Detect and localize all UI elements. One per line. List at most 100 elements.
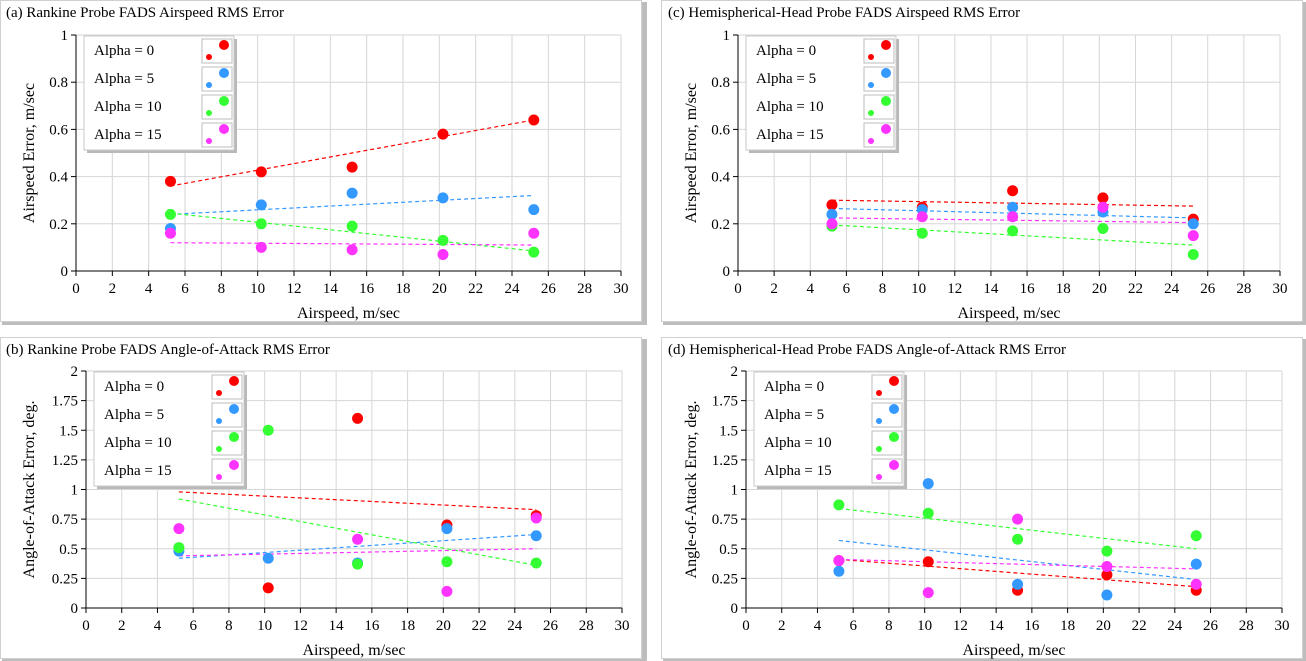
- data-point-series-1: [826, 208, 838, 220]
- legend-marker-large: [889, 376, 899, 386]
- x-tick-label: 4: [807, 281, 815, 297]
- x-tick-label: 16: [1020, 281, 1036, 297]
- data-point-series-2: [528, 246, 540, 258]
- data-point-series-1: [262, 552, 274, 564]
- x-tick-label: 0: [742, 618, 750, 634]
- y-axis-label: Airspeed Error, m/sec: [683, 83, 700, 223]
- x-tick-label: 16: [364, 618, 380, 634]
- y-tick-label: 0.8: [711, 75, 730, 91]
- y-tick-label: 1: [731, 483, 739, 499]
- x-tick-label: 4: [154, 618, 162, 634]
- panel-shadow-right: [1302, 2, 1306, 324]
- data-point-series-3: [916, 211, 928, 223]
- legend: Alpha = 0 Alpha = 5 Alpha = 10 Alpha = 15: [745, 35, 899, 153]
- legend-marker-large: [219, 96, 229, 106]
- legend-marker-small: [876, 446, 882, 452]
- x-tick-label: 20: [436, 618, 451, 634]
- x-tick-label: 14: [323, 281, 339, 297]
- data-point-series-3: [437, 248, 449, 260]
- y-tick-label: 0.5: [59, 542, 78, 558]
- data-point-series-0: [437, 128, 449, 140]
- y-tick-label: 0: [723, 264, 731, 280]
- legend-marker-small: [206, 82, 212, 88]
- data-point-series-2: [441, 556, 453, 568]
- x-tick-label: 22: [472, 618, 487, 634]
- x-tick-label: 6: [181, 281, 189, 297]
- legend-marker-small: [868, 138, 874, 144]
- x-tick-label: 2: [118, 618, 126, 634]
- data-point-series-2: [346, 220, 358, 232]
- chart-title: (b) Rankine Probe FADS Angle-of-Attack R…: [6, 342, 330, 358]
- x-tick-label: 24: [1167, 618, 1183, 634]
- data-point-series-3: [922, 587, 934, 599]
- data-point-series-1: [528, 204, 540, 216]
- y-axis-label: Airspeed Error, m/sec: [21, 83, 38, 223]
- data-point-series-2: [1012, 533, 1024, 545]
- y-tick-label: 0.25: [52, 571, 78, 587]
- x-tick-label: 4: [814, 618, 822, 634]
- x-tick-label: 16: [1024, 618, 1040, 634]
- x-tick-label: 18: [400, 618, 415, 634]
- legend-marker-large: [889, 404, 899, 414]
- legend-marker-small: [876, 390, 882, 396]
- data-point-series-1: [530, 530, 542, 542]
- y-tick-label: 2: [71, 364, 79, 380]
- x-tick-label: 24: [1164, 281, 1180, 297]
- legend-marker-small: [868, 82, 874, 88]
- y-tick-label: 0.6: [711, 122, 730, 138]
- data-point-series-1: [346, 187, 358, 199]
- x-axis-label: Airspeed, m/sec: [297, 305, 400, 322]
- y-axis-label: Angle-of-Attack Error, deg.: [683, 401, 700, 579]
- data-point-series-3: [1012, 513, 1024, 525]
- legend-marker-large: [219, 68, 229, 78]
- x-tick-label: 8: [879, 281, 887, 297]
- data-point-series-0: [1101, 569, 1113, 581]
- legend-marker-large: [219, 40, 229, 50]
- data-point-series-1: [1187, 218, 1199, 230]
- data-point-series-3: [1101, 561, 1113, 573]
- legend-label: Alpha = 5: [756, 71, 816, 87]
- data-point-series-1: [833, 565, 845, 577]
- data-point-series-3: [352, 533, 364, 545]
- trend-line-series-0: [170, 119, 534, 187]
- x-tick-label: 20: [432, 281, 447, 297]
- trend-line-series-0: [831, 199, 1194, 207]
- x-tick-label: 18: [396, 281, 411, 297]
- x-tick-label: 28: [577, 281, 592, 297]
- data-point-series-2: [255, 218, 267, 230]
- data-point-series-3: [833, 555, 845, 567]
- legend-marker-large: [229, 376, 239, 386]
- legend-label: Alpha = 10: [94, 99, 162, 115]
- y-tick-label: 1.5: [59, 423, 78, 439]
- data-point-series-3: [173, 523, 185, 535]
- trend-line-series-0: [838, 558, 1197, 588]
- chart-title: (d) Hemispherical-Head Probe FADS Angle-…: [668, 342, 1066, 358]
- data-point-series-0: [164, 175, 176, 187]
- x-tick-label: 0: [734, 281, 742, 297]
- x-tick-label: 8: [885, 618, 893, 634]
- data-point-series-0: [346, 161, 358, 173]
- panel-shadow-right: [1302, 339, 1306, 661]
- data-point-series-0: [1007, 185, 1019, 197]
- legend-marker-small: [216, 390, 222, 396]
- data-point-series-0: [255, 166, 267, 178]
- panel-shadow-right: [641, 2, 647, 324]
- x-tick-label: 4: [145, 281, 153, 297]
- legend-label: Alpha = 0: [756, 43, 816, 59]
- legend-label: Alpha = 10: [764, 435, 832, 451]
- legend-marker-small: [868, 54, 874, 60]
- y-tick-label: 1: [71, 483, 79, 499]
- legend: Alpha = 0 Alpha = 5 Alpha = 10 Alpha = 15: [83, 35, 237, 153]
- y-tick-label: 1.25: [52, 453, 78, 469]
- data-point-series-3: [1007, 211, 1019, 223]
- x-axis-label: Airspeed, m/sec: [302, 642, 405, 659]
- x-tick-label: 30: [614, 281, 629, 297]
- data-point-series-3: [255, 241, 267, 253]
- y-tick-label: 2: [731, 364, 739, 380]
- x-tick-label: 18: [1056, 281, 1071, 297]
- trend-line-series-1: [838, 539, 1197, 581]
- x-tick-label: 12: [293, 618, 308, 634]
- data-point-series-2: [1101, 545, 1113, 557]
- y-tick-label: 0.4: [49, 170, 68, 186]
